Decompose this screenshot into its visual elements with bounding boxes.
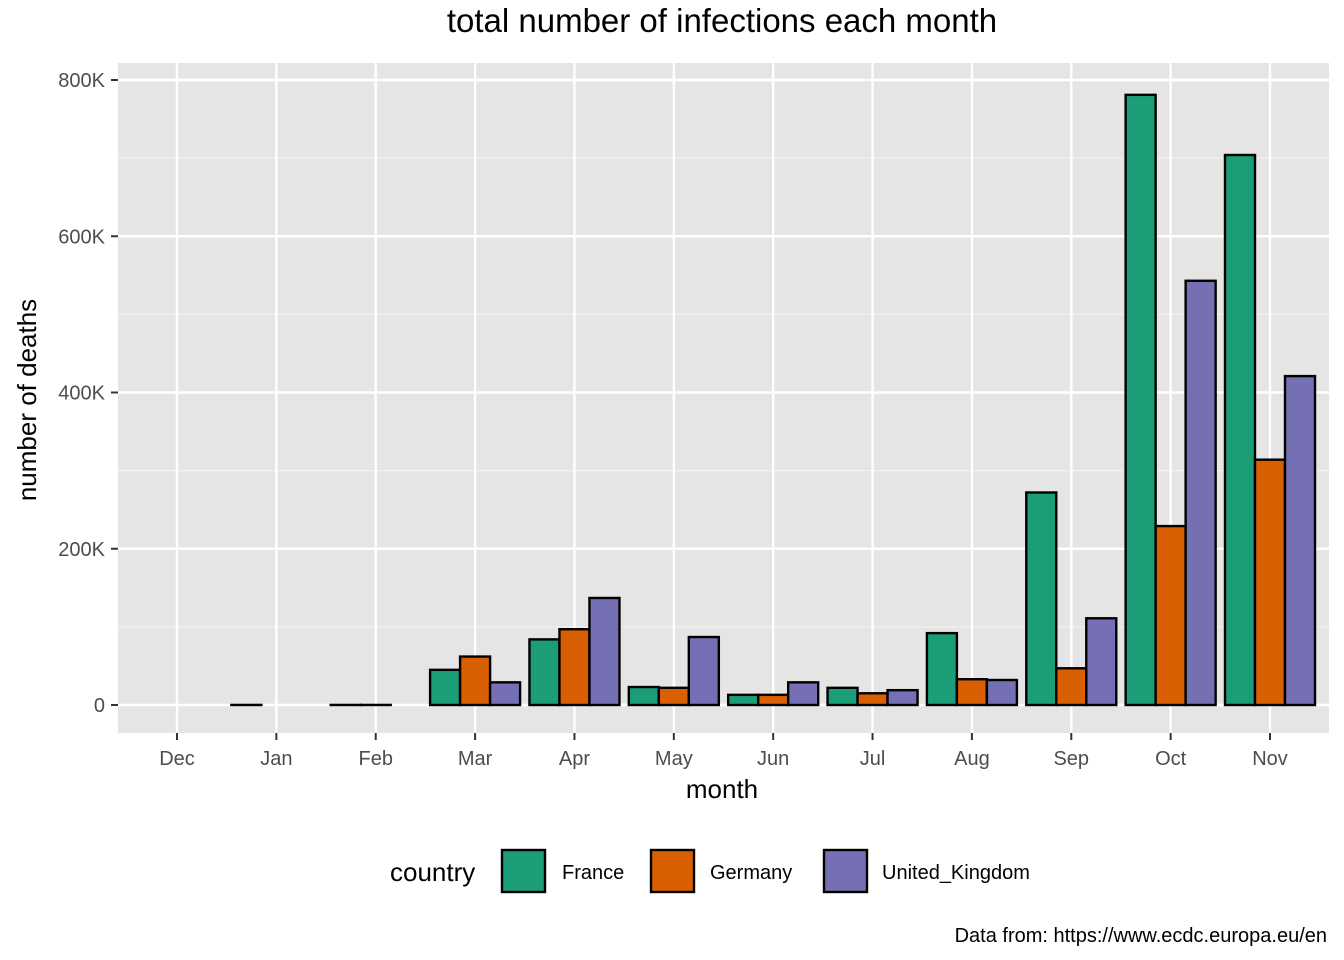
y-tick-label: 200K (58, 539, 105, 561)
bar-United_Kingdom-Nov (1283, 374, 1317, 707)
bar-Germany-May (657, 686, 691, 707)
bar-United_Kingdom-Jul (886, 688, 919, 707)
bar-Germany-Jul (856, 692, 889, 707)
x-tick-label: Feb (358, 748, 392, 770)
x-tick-label: May (655, 748, 693, 770)
bar-France-Jun (726, 693, 760, 707)
x-axis-title: month (686, 774, 758, 804)
bar-United_Kingdom-May (687, 635, 721, 707)
legend-title: country (390, 857, 475, 887)
bar-United_Kingdom-Mar (488, 681, 522, 707)
bar-United_Kingdom-Aug (985, 678, 1019, 707)
x-tick-label: Dec (159, 748, 195, 770)
bar-France-Oct (1124, 93, 1157, 707)
x-tick-label: Jul (860, 748, 886, 770)
bar-United_Kingdom-Jun (786, 681, 820, 707)
x-tick-label: Jun (757, 748, 789, 770)
x-tick-label: Apr (559, 748, 590, 770)
bar-France-Mar (428, 668, 462, 707)
bar-France-Jul (826, 686, 859, 707)
y-axis-title: number of deaths (12, 299, 42, 501)
y-tick-label: 800K (58, 70, 105, 92)
bar-Germany-Apr (558, 628, 591, 707)
bar-Germany-Oct (1154, 524, 1187, 707)
x-tick-label: Jan (260, 748, 292, 770)
legend-label-Germany: Germany (710, 862, 792, 884)
bar-France-Sep (1025, 491, 1058, 707)
bar-France-May (627, 685, 661, 707)
x-tick-label: Mar (458, 748, 493, 770)
x-tick-label: Oct (1155, 748, 1187, 770)
bar-France-Nov (1223, 153, 1257, 707)
legend-label-United_Kingdom: United_Kingdom (882, 862, 1030, 884)
chart-title: total number of infections each month (447, 2, 997, 39)
bar-United_Kingdom-Oct (1184, 279, 1217, 707)
bar-Germany-Mar (458, 655, 492, 707)
bar-France-Aug (925, 631, 959, 707)
legend-key-United_Kingdom (822, 848, 869, 894)
x-tick-label: Sep (1053, 748, 1089, 770)
caption: Data from: https://www.ecdc.europa.eu/en (955, 925, 1327, 947)
y-tick-label: 600K (58, 226, 105, 248)
bars (230, 93, 1317, 707)
legend-key-Germany (649, 848, 696, 894)
y-axis: 0 200K 400K 600K 800K (58, 70, 118, 717)
bar-Germany-Sep (1055, 667, 1088, 707)
bar-United_Kingdom-Sep (1085, 617, 1118, 707)
y-tick-label: 400K (58, 383, 105, 405)
x-tick-label: Nov (1252, 748, 1288, 770)
x-axis: Dec Jan Feb Mar Apr May Jun Jul Aug Sep Oct Nov (159, 733, 1288, 770)
bar-Germany-Nov (1253, 458, 1287, 707)
bar-Germany-Aug (955, 678, 989, 707)
x-tick-label: Aug (954, 748, 990, 770)
bar-Germany-Jun (756, 693, 790, 707)
bar-United_Kingdom-Apr (588, 596, 621, 707)
legend-label-France: France (562, 862, 624, 884)
bar-France-Apr (528, 638, 561, 707)
legend: country France Germany United_Kingdom (390, 848, 1030, 894)
legend-key-France (500, 848, 547, 894)
y-tick-label: 0 (94, 695, 105, 717)
